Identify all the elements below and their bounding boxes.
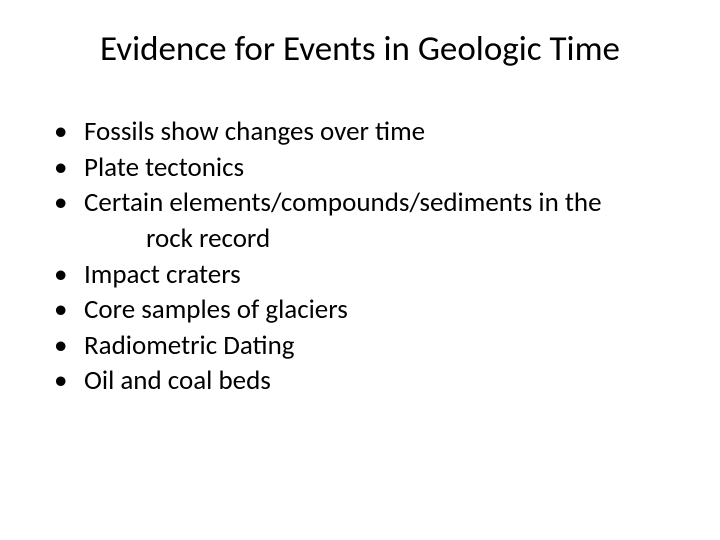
slide-title: Evidence for Events in Geologic Time	[40, 28, 680, 70]
bullet-list: Fossils show changes over time Plate tec…	[40, 114, 680, 399]
list-item-text: Certain elements/compounds/sediments in …	[84, 186, 602, 219]
list-item: Impact craters	[54, 257, 680, 293]
list-item: Fossils show changes over time	[54, 114, 680, 150]
list-item: Certain elements/compounds/sediments in …	[54, 185, 680, 256]
list-item: Radiometric Dating	[54, 328, 680, 364]
list-item: Oil and coal beds	[54, 363, 680, 399]
slide: Evidence for Events in Geologic Time Fos…	[0, 0, 720, 540]
list-item: Plate tectonics	[54, 150, 680, 186]
list-item: Core samples of glaciers	[54, 292, 680, 328]
list-item-continuation: rock record	[84, 221, 680, 257]
